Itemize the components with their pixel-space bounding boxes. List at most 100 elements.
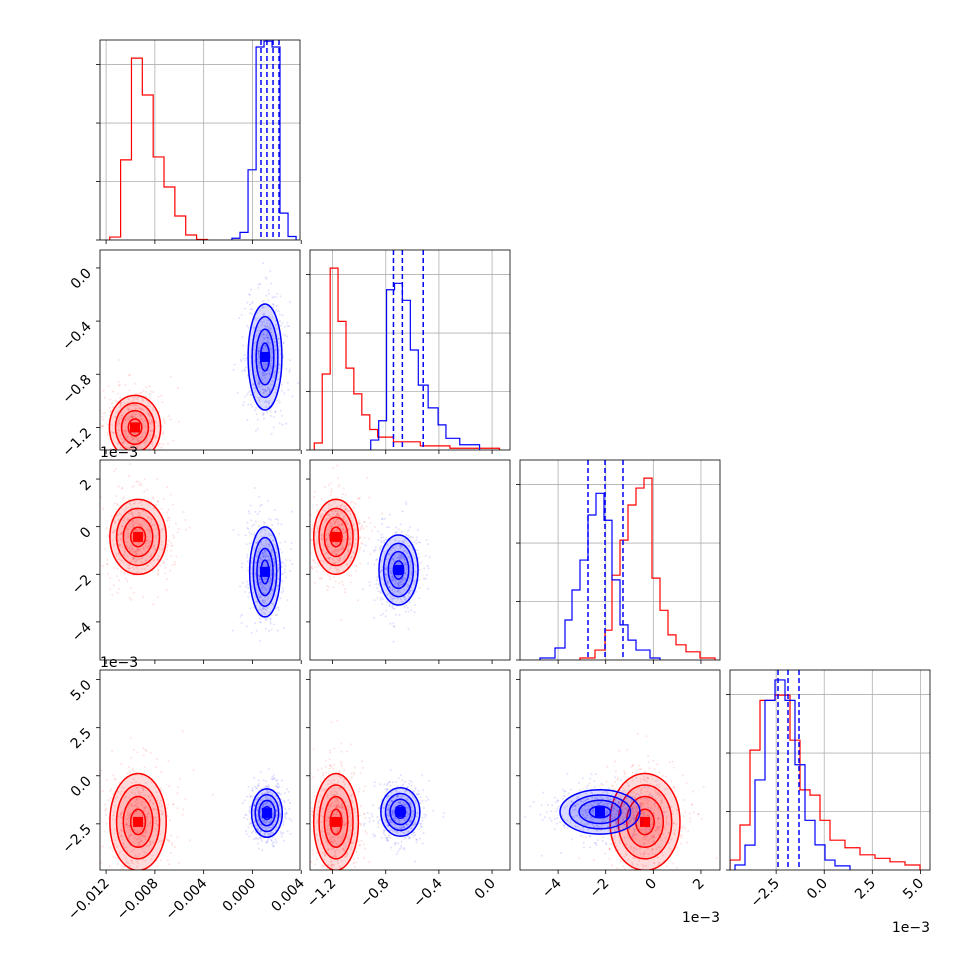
- scatter-sample: [263, 833, 266, 836]
- scatter-sample: [414, 800, 417, 803]
- scatter-sample: [173, 846, 176, 849]
- scatter-sample: [150, 857, 153, 860]
- scatter-sample: [406, 552, 409, 555]
- scatter-sample: [418, 828, 421, 831]
- scatter-sample: [102, 424, 105, 427]
- scatter-sample: [251, 302, 254, 305]
- scatter-sample: [111, 406, 114, 409]
- scatter-sample: [340, 839, 343, 842]
- scatter-sample: [408, 592, 411, 595]
- scatter-sample: [142, 747, 145, 750]
- scatter-sample: [128, 546, 131, 549]
- scatter-sample: [262, 412, 265, 415]
- scatter-sample: [160, 788, 163, 791]
- scatter-sample: [245, 813, 248, 816]
- scatter-sample: [274, 829, 277, 832]
- scatter-sample: [268, 402, 271, 405]
- scatter-sample: [336, 792, 339, 795]
- scatter-sample: [305, 828, 307, 830]
- scatter-sample: [285, 368, 288, 371]
- scatter-sample: [320, 789, 323, 792]
- scatter-sample: [166, 558, 169, 561]
- scatter-sample: [319, 780, 322, 783]
- scatter-sample: [352, 808, 355, 811]
- scatter-sample: [275, 826, 278, 829]
- scatter-sample: [334, 800, 337, 803]
- scatter-sample: [399, 544, 402, 547]
- scatter-sample: [124, 434, 127, 437]
- scatter-sample: [383, 783, 386, 786]
- scatter-sample: [252, 383, 255, 386]
- scatter-sample: [119, 559, 122, 562]
- scatter-sample: [136, 445, 139, 448]
- scatter-sample: [259, 810, 262, 813]
- scatter-sample: [330, 782, 333, 785]
- scatter-sample: [381, 603, 384, 606]
- scatter-sample: [343, 768, 346, 771]
- scatter-sample: [332, 586, 335, 589]
- scatter-sample: [273, 340, 276, 343]
- scatter-sample: [265, 539, 268, 542]
- scatter-sample: [257, 352, 260, 355]
- y-tick-label: −0.4: [59, 319, 94, 354]
- scatter-sample: [344, 505, 347, 508]
- scatter-sample: [252, 591, 255, 594]
- panel-content: [305, 719, 445, 870]
- scatter-sample: [263, 312, 266, 315]
- scatter-sample: [111, 424, 114, 427]
- scatter-sample: [341, 806, 344, 809]
- scatter-sample: [88, 495, 90, 497]
- scatter-sample: [385, 538, 388, 541]
- scatter-sample: [249, 303, 252, 306]
- scatter-sample: [257, 838, 260, 841]
- scatter-sample: [268, 534, 271, 537]
- scatter-sample: [260, 583, 263, 586]
- scatter-sample: [327, 824, 330, 827]
- x-tick-label: −0.004: [163, 875, 211, 923]
- scatter-sample: [166, 838, 169, 841]
- scatter-sample: [255, 798, 258, 801]
- scatter-sample: [138, 528, 141, 531]
- scatter-sample: [394, 830, 397, 833]
- scatter-sample: [320, 515, 323, 518]
- scatter-sample: [388, 526, 391, 529]
- scatter-sample: [119, 402, 122, 405]
- scatter-sample: [336, 505, 339, 508]
- scatter-sample: [145, 750, 148, 753]
- scatter-sample: [316, 839, 319, 842]
- scatter-sample: [405, 604, 408, 607]
- scatter-sample: [318, 800, 321, 803]
- scatter-sample: [419, 802, 422, 805]
- scatter-sample: [247, 595, 250, 598]
- scatter-sample: [277, 399, 280, 402]
- scatter-sample: [171, 841, 174, 844]
- scatter-sample: [345, 522, 348, 525]
- scatter-sample: [257, 593, 260, 596]
- scatter-sample: [261, 384, 264, 387]
- scatter-sample: [129, 374, 132, 377]
- scatter-sample: [251, 789, 254, 792]
- scatter-sample: [350, 845, 353, 848]
- scatter-sample: [253, 804, 256, 807]
- scatter-sample: [120, 829, 123, 832]
- scatter-sample: [252, 838, 255, 841]
- scatter-sample: [396, 795, 399, 798]
- scatter-sample: [394, 597, 397, 600]
- scatter-sample: [151, 808, 154, 811]
- scatter-sample: [146, 546, 149, 549]
- scatter-sample: [342, 487, 345, 490]
- scatter-sample: [384, 577, 387, 580]
- scatter-sample: [129, 445, 132, 448]
- scatter-sample: [329, 751, 332, 754]
- scatter-sample: [252, 830, 255, 833]
- scatter-sample: [258, 329, 261, 332]
- scatter-sample: [321, 563, 324, 566]
- scatter-sample: [121, 812, 124, 815]
- scatter-sample: [341, 811, 344, 814]
- scatter-sample: [396, 830, 399, 833]
- scatter-sample: [150, 781, 153, 784]
- scatter-sample: [116, 796, 119, 799]
- scatter-sample: [267, 580, 270, 583]
- scatter-sample: [285, 811, 288, 814]
- scatter-sample: [127, 419, 130, 422]
